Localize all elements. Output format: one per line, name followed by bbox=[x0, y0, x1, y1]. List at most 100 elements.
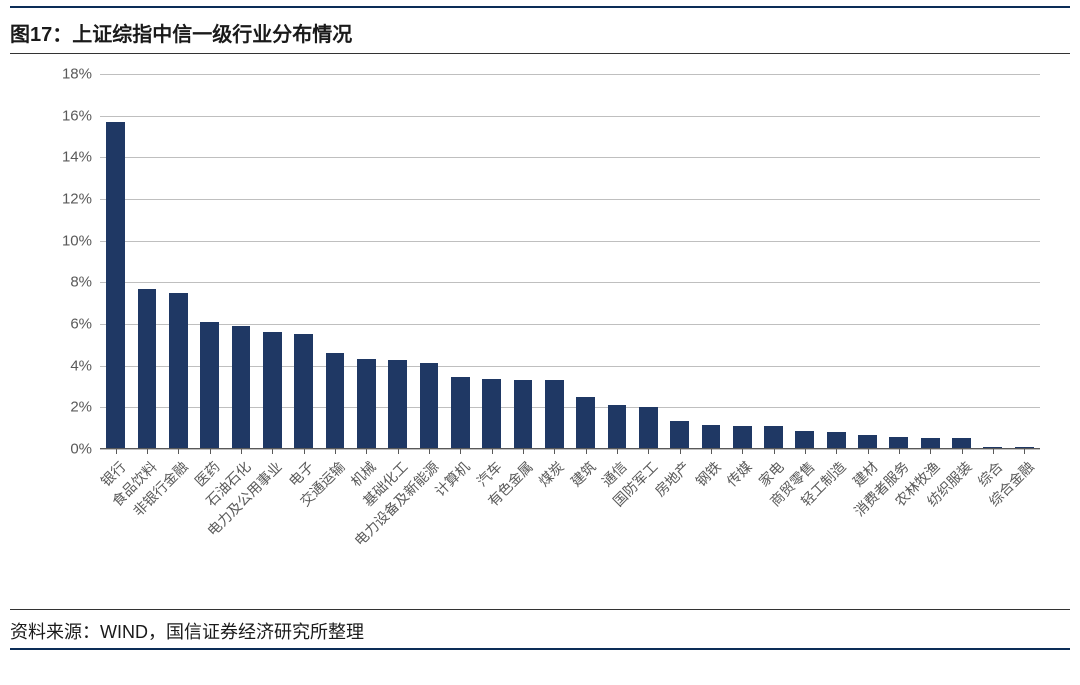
bar bbox=[451, 377, 470, 449]
bar-slot bbox=[758, 74, 789, 449]
bar bbox=[326, 353, 345, 449]
y-tick-label: 18% bbox=[42, 66, 92, 83]
x-tick bbox=[178, 449, 179, 454]
x-tick bbox=[1024, 449, 1025, 454]
bar-slot bbox=[821, 74, 852, 449]
x-tick bbox=[492, 449, 493, 454]
footer-rule-bold bbox=[10, 648, 1070, 650]
bar-slot bbox=[413, 74, 444, 449]
bar bbox=[482, 379, 501, 449]
bar-slot bbox=[633, 74, 664, 449]
bar-slot bbox=[351, 74, 382, 449]
bar bbox=[733, 426, 752, 449]
x-tick bbox=[962, 449, 963, 454]
x-tick bbox=[335, 449, 336, 454]
bar-slot bbox=[601, 74, 632, 449]
y-tick-label: 10% bbox=[42, 232, 92, 249]
bar bbox=[608, 405, 627, 449]
bar-slot bbox=[163, 74, 194, 449]
y-tick-label: 4% bbox=[42, 357, 92, 374]
x-label-slot: 钢铁 bbox=[695, 449, 726, 599]
chart-zone: 0%2%4%6%8%10%12%14%16%18% 银行食品饮料非银行金融医药石… bbox=[10, 54, 1070, 599]
x-tick bbox=[304, 449, 305, 454]
bar-slot bbox=[288, 74, 319, 449]
x-label-slot: 交通运输 bbox=[319, 449, 350, 599]
x-tick bbox=[429, 449, 430, 454]
bar bbox=[764, 426, 783, 449]
bars-row bbox=[100, 74, 1040, 449]
x-label-slot: 计算机 bbox=[445, 449, 476, 599]
x-category-label: 煤炭 bbox=[534, 457, 568, 491]
bar-slot bbox=[1009, 74, 1040, 449]
bar-slot bbox=[131, 74, 162, 449]
x-label-slot: 银行 bbox=[100, 449, 131, 599]
x-axis-baseline bbox=[100, 448, 1040, 449]
bar bbox=[232, 326, 251, 449]
bar-slot bbox=[319, 74, 350, 449]
bar-slot bbox=[883, 74, 914, 449]
bar-slot bbox=[539, 74, 570, 449]
bar-slot bbox=[664, 74, 695, 449]
x-tick bbox=[586, 449, 587, 454]
bar bbox=[514, 380, 533, 449]
bar bbox=[294, 334, 313, 449]
bar bbox=[670, 421, 689, 449]
x-tick bbox=[930, 449, 931, 454]
bar-slot bbox=[789, 74, 820, 449]
bar bbox=[388, 360, 407, 449]
bar-slot bbox=[476, 74, 507, 449]
bar-slot bbox=[852, 74, 883, 449]
y-tick-label: 8% bbox=[42, 274, 92, 291]
x-tick bbox=[680, 449, 681, 454]
bar-slot bbox=[225, 74, 256, 449]
y-tick-label: 12% bbox=[42, 191, 92, 208]
bar bbox=[827, 432, 846, 449]
x-tick bbox=[554, 449, 555, 454]
x-label-slot: 电力设备及新能源 bbox=[413, 449, 444, 599]
bar-slot bbox=[382, 74, 413, 449]
source-text: 资料来源：WIND，国信证券经济研究所整理 bbox=[10, 622, 364, 642]
bar-slot bbox=[445, 74, 476, 449]
x-label-slot: 商贸零售 bbox=[789, 449, 820, 599]
x-label-slot: 有色金属 bbox=[507, 449, 538, 599]
y-tick-label: 2% bbox=[42, 399, 92, 416]
x-tick bbox=[868, 449, 869, 454]
x-tick bbox=[742, 449, 743, 454]
bar-slot bbox=[695, 74, 726, 449]
bar bbox=[545, 380, 564, 449]
bar bbox=[263, 332, 282, 449]
x-labels-row: 银行食品饮料非银行金融医药石油石化电力及公用事业电子交通运输机械基础化工电力设备… bbox=[100, 449, 1040, 599]
figure-container: 图17：上证综指中信一级行业分布情况 0%2%4%6%8%10%12%14%16… bbox=[10, 6, 1070, 675]
bar bbox=[138, 289, 157, 449]
x-label-slot: 国防军工 bbox=[633, 449, 664, 599]
bar bbox=[795, 431, 814, 449]
x-tick bbox=[210, 449, 211, 454]
title-block: 图17：上证综指中信一级行业分布情况 bbox=[10, 14, 1070, 53]
x-label-slot: 汽车 bbox=[476, 449, 507, 599]
x-tick bbox=[899, 449, 900, 454]
x-label-slot: 传媒 bbox=[727, 449, 758, 599]
bar-slot bbox=[946, 74, 977, 449]
x-label-slot: 建材 bbox=[852, 449, 883, 599]
bar-slot bbox=[507, 74, 538, 449]
x-category-label: 钢铁 bbox=[691, 457, 725, 491]
bar-slot bbox=[915, 74, 946, 449]
bar bbox=[420, 363, 439, 449]
bar bbox=[576, 397, 595, 449]
x-tick bbox=[523, 449, 524, 454]
bar-slot bbox=[977, 74, 1008, 449]
bar bbox=[357, 359, 376, 449]
x-tick bbox=[805, 449, 806, 454]
y-tick-label: 16% bbox=[42, 107, 92, 124]
bar-slot bbox=[570, 74, 601, 449]
x-tick bbox=[460, 449, 461, 454]
x-label-slot: 食品饮料 bbox=[131, 449, 162, 599]
x-label-slot: 家电 bbox=[758, 449, 789, 599]
x-tick bbox=[116, 449, 117, 454]
x-label-slot: 非银行金融 bbox=[163, 449, 194, 599]
y-tick-label: 14% bbox=[42, 149, 92, 166]
x-label-slot: 综合 bbox=[977, 449, 1008, 599]
y-tick-label: 0% bbox=[42, 441, 92, 458]
x-label-slot: 煤炭 bbox=[539, 449, 570, 599]
bar bbox=[639, 407, 658, 449]
